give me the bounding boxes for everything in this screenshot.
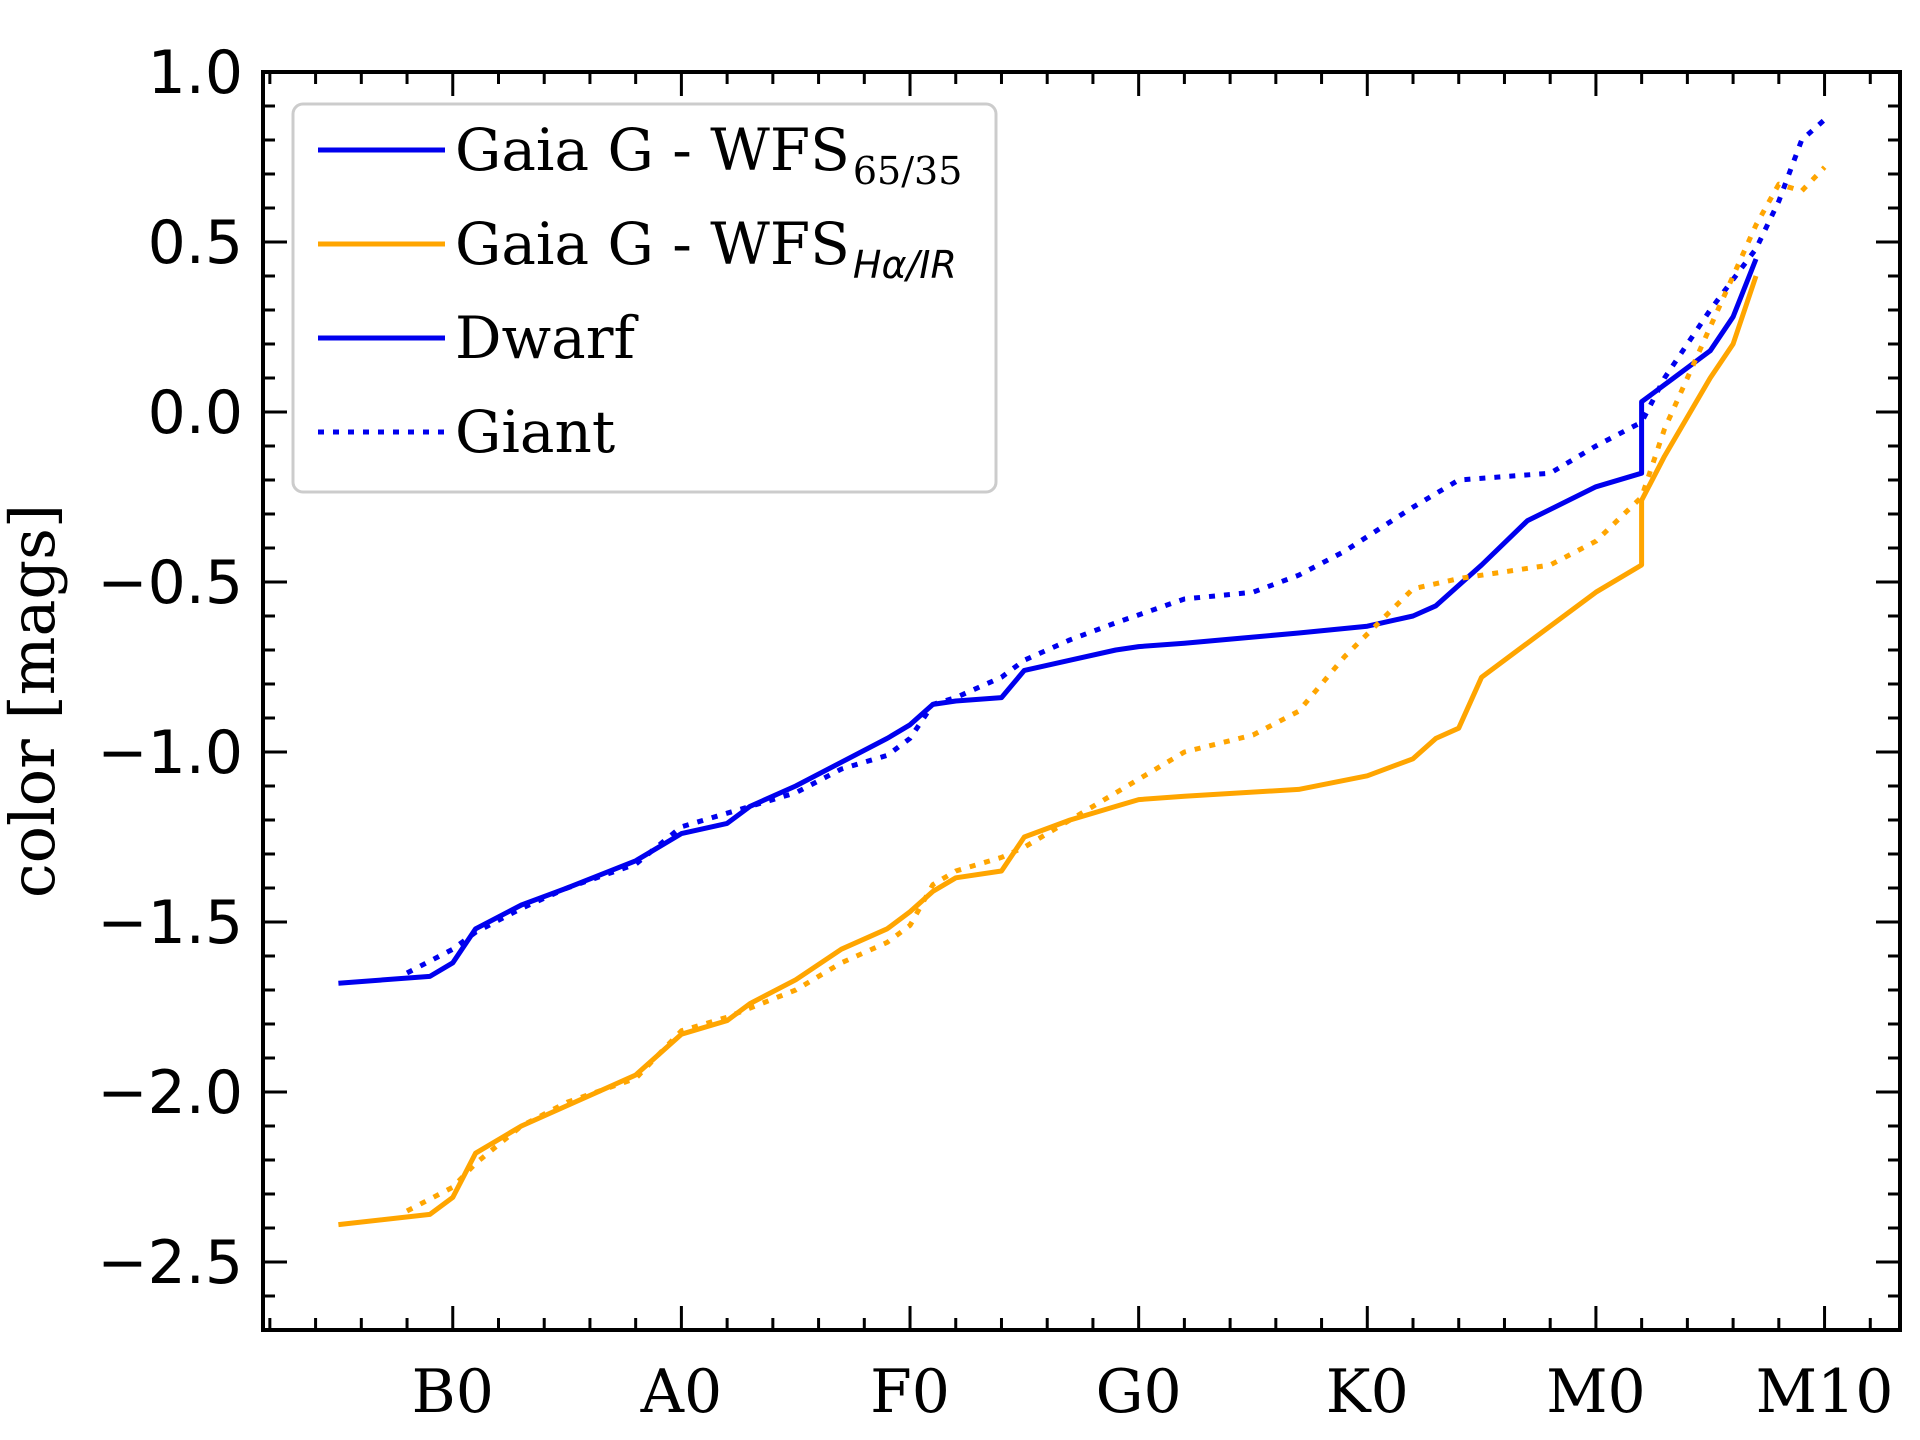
series-line-wfs6535-dwarf	[338, 258, 1759, 986]
y-tick-label: 1.0	[148, 38, 243, 108]
y-tick-label: −1.5	[97, 888, 243, 958]
series-line-wfs6535-giant	[405, 117, 1827, 976]
plot-frame	[261, 70, 1902, 1332]
legend-subscript-l1: 65/35	[853, 149, 963, 193]
legend-label-l4: Giant	[455, 398, 615, 466]
legend-subscript-l2: Hα/IR	[853, 243, 957, 287]
x-tick-label: K0	[1326, 1357, 1409, 1427]
x-tick-label: M0	[1546, 1357, 1646, 1427]
x-tick-label: B0	[412, 1357, 494, 1427]
x-tick-label: F0	[870, 1357, 950, 1427]
x-tick-label: G0	[1096, 1357, 1182, 1427]
y-tick-label: 0.0	[148, 378, 243, 448]
x-tick-label: A0	[640, 1357, 723, 1427]
y-tick-labels: 1.0 0.5 0.0 −0.5 −1.0 −1.5 −2.0 −2.5	[97, 38, 243, 1298]
y-tick-label: −2.0	[97, 1058, 243, 1128]
legend-label-l3: Dwarf	[455, 304, 638, 372]
series-line-wfshair-giant	[405, 165, 1827, 1214]
x-tick-label: M10	[1756, 1357, 1894, 1427]
legend-box	[291, 102, 998, 494]
y-tick-label: 0.5	[148, 208, 243, 278]
y-axis-label: color [mags]	[0, 504, 69, 898]
y-tick-label: −0.5	[97, 548, 243, 618]
y-tick-label: −2.5	[97, 1228, 243, 1298]
y-tick-label: −1.0	[97, 718, 243, 788]
series-layer	[338, 117, 1827, 1228]
x-tick-labels: B0 A0 F0 G0 K0 M0 M10	[412, 1357, 1894, 1427]
